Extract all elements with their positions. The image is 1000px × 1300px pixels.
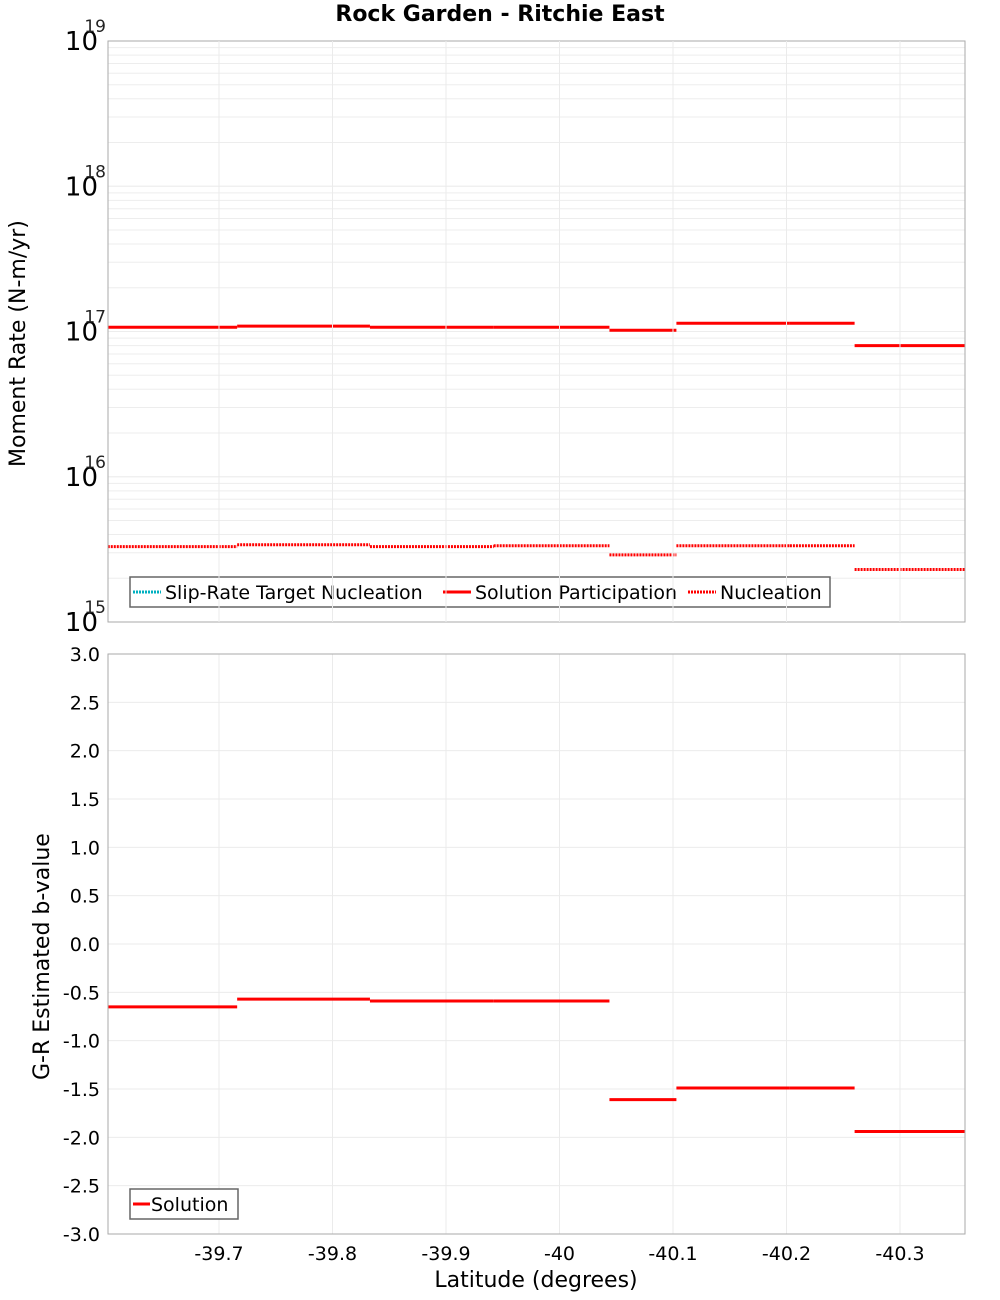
y-tick-label: 2.0	[70, 741, 100, 763]
bottom-legend: Solution	[129, 1188, 239, 1220]
y-tick-label: 10	[65, 172, 98, 202]
x-tick-label: -40.2	[762, 1243, 811, 1265]
x-tick-label: -39.9	[421, 1243, 470, 1265]
y-tick-label: 10	[65, 463, 98, 493]
chart-title: Rock Garden - Ritchie East	[335, 2, 665, 27]
x-tick-label: -39.8	[308, 1243, 357, 1265]
y-tick-label: 10	[65, 318, 98, 348]
legend-label: Solution	[151, 1194, 228, 1216]
top-y-axis-label: Moment Rate (N-m/yr)	[6, 220, 31, 467]
y-tick-label: -3.0	[63, 1224, 100, 1246]
legend-label: Slip-Rate Target Nucleation	[165, 582, 423, 604]
x-axis-label: Latitude (degrees)	[434, 1268, 638, 1293]
svg-text:15: 15	[84, 598, 106, 618]
y-tick-label: 0.0	[70, 934, 100, 956]
y-tick-label: 1.5	[70, 789, 100, 811]
y-tick-label: -2.5	[63, 1176, 100, 1198]
y-tick-label: -0.5	[63, 982, 100, 1004]
svg-text:17: 17	[84, 308, 106, 328]
x-tick-label: -40.1	[648, 1243, 697, 1265]
y-tick-label: 3.0	[70, 644, 100, 666]
y-tick-label: 10	[65, 608, 98, 638]
y-tick-label: -1.5	[63, 1079, 100, 1101]
y-tick-label: -2.0	[63, 1127, 100, 1149]
legend-label: Nucleation	[720, 582, 822, 604]
svg-text:19: 19	[84, 17, 106, 37]
y-tick-label: 2.5	[70, 692, 100, 714]
y-tick-label: 0.5	[70, 886, 100, 908]
top-legend: Slip-Rate Target Nucleation Solution Part…	[129, 576, 831, 608]
svg-text:18: 18	[84, 162, 106, 182]
y-tick-label: -1.0	[63, 1031, 100, 1053]
svg-text:16: 16	[84, 453, 106, 473]
y-tick-label: 1.0	[70, 837, 100, 859]
bottom-plot: -3.0 -2.5 -2.0 -1.5 -1.0 -0.5 0.0 0.5 1.0 1.5 2.0 2…	[63, 644, 966, 1265]
bottom-y-axis-label: G-R Estimated b-value	[30, 833, 55, 1080]
x-tick-label: -40.3	[875, 1243, 924, 1265]
x-tick-label: -40	[544, 1243, 575, 1265]
y-tick-label: 10	[65, 27, 98, 57]
legend-label: Solution Participation	[475, 582, 677, 604]
x-tick-label: -39.7	[194, 1243, 243, 1265]
